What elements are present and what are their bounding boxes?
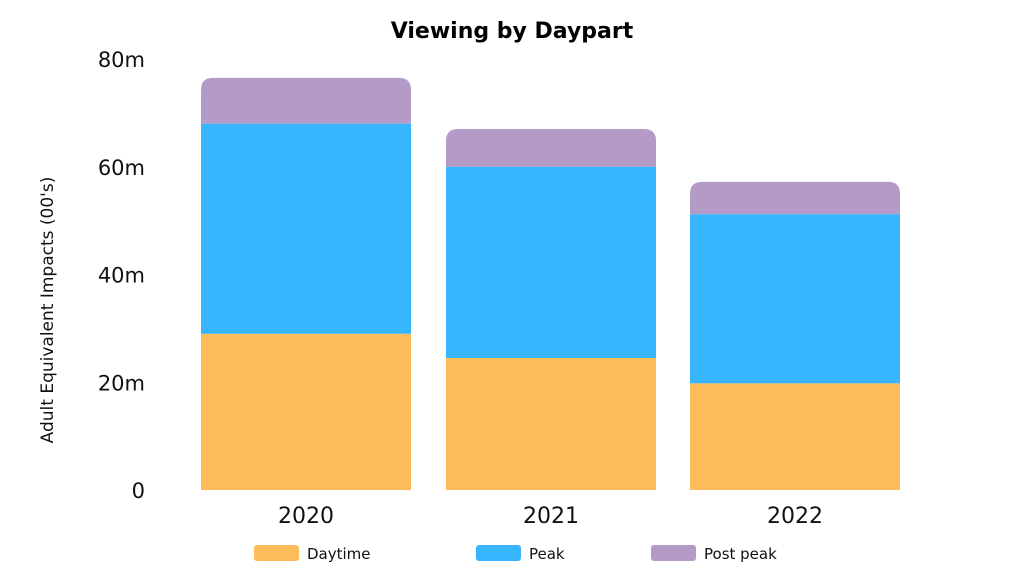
y-tick-label: 40m [98,264,145,288]
bar-post-peak-2021 [446,129,656,167]
y-tick-label: 20m [98,371,145,395]
bar-daytime-2021 [446,358,656,490]
y-axis-ticks: 0 20m 40m 60m 80m [98,48,145,503]
y-tick-label: 80m [98,48,145,72]
legend-label: Daytime [307,545,371,563]
legend-swatch-daytime [254,545,299,561]
bar-daytime-2020 [201,333,411,490]
bar-daytime-2022 [690,383,900,490]
legend: Daytime Peak Post peak [254,545,777,563]
legend-swatch-post-peak [651,545,696,561]
legend-label: Peak [529,545,565,563]
y-axis-title: Adult Equivalent Impacts (00's) [38,177,58,444]
legend-label: Post peak [704,545,777,563]
y-tick-label: 0 [132,479,145,503]
bar-post-peak-2022 [690,181,900,215]
x-tick-label: 2020 [278,504,334,529]
legend-swatch-peak [476,545,521,561]
bars-group [201,77,900,490]
bar-post-peak-2020 [201,77,411,124]
bar-peak-2021 [446,166,656,359]
bar-peak-2022 [690,214,900,384]
y-tick-label: 60m [98,156,145,180]
x-tick-label: 2022 [767,504,823,529]
x-tick-label: 2021 [523,504,579,529]
chart-title: Viewing by Daypart [391,19,634,44]
x-axis-ticks: 2020 2021 2022 [278,504,823,529]
bar-peak-2020 [201,123,411,334]
